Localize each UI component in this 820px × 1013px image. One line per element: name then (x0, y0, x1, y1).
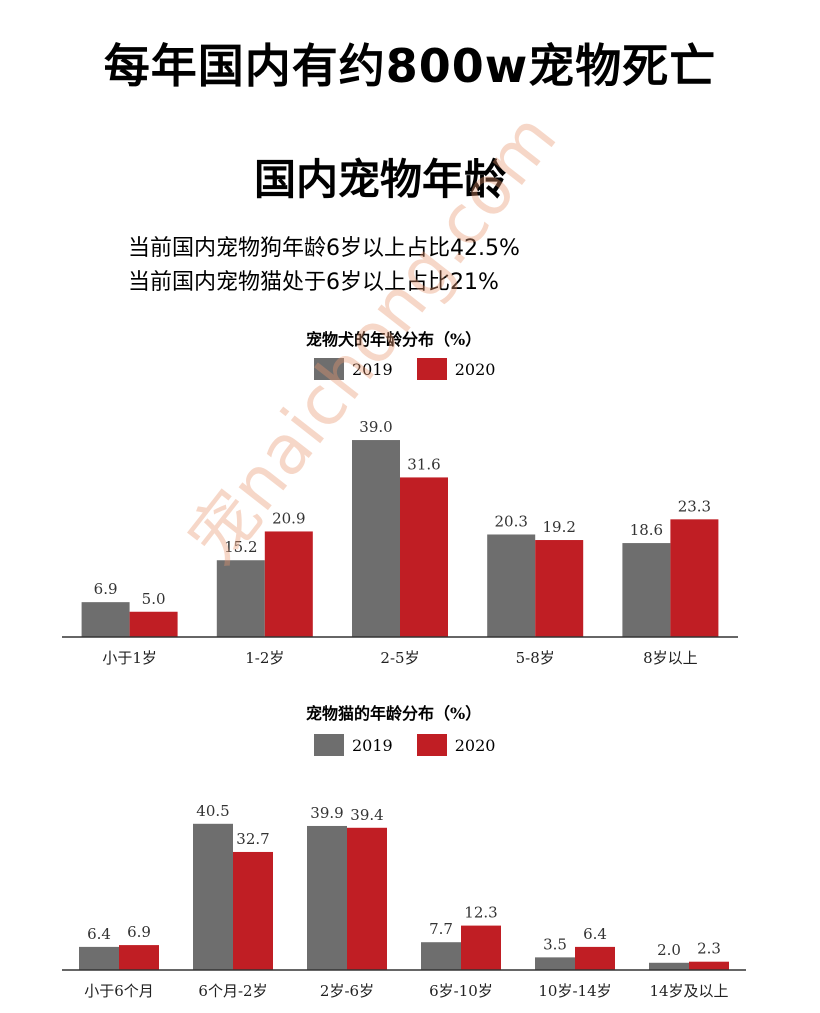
data-label-2019-4: 3.5 (543, 935, 567, 953)
legend-label-2019: 2019 (352, 735, 393, 755)
data-label-2020-4: 23.3 (678, 497, 711, 515)
category-label-0: 小于6个月 (84, 982, 154, 1000)
bar-2020-4 (575, 946, 615, 970)
legend-label-2019: 2019 (352, 359, 393, 379)
data-label-2019-3: 7.7 (429, 920, 453, 938)
category-label-3: 6岁-10岁 (429, 982, 493, 1000)
legend-item-2019: 2019 (314, 734, 393, 756)
bar-2020-2 (347, 827, 387, 970)
data-label-2019-5: 2.0 (657, 941, 681, 959)
dog-age-stat: 当前国内宠物狗年龄6岁以上占比42.5% (128, 236, 520, 261)
subheadline: 国内宠物年龄 (253, 155, 506, 204)
data-label-2020-4: 6.4 (583, 925, 607, 943)
legend-swatch-2019 (314, 734, 344, 756)
dog-age-chart: 6.9 5.0 小于1岁 15.2 20.9 1-2岁 39.0 31.6 2-5岁 20.3 19… (62, 418, 738, 667)
data-label-2020-0: 5.0 (142, 590, 166, 608)
bar-2019-1 (193, 823, 233, 970)
data-label-2020-0: 6.9 (127, 923, 151, 941)
data-label-2020-3: 19.2 (542, 518, 575, 536)
legend-item-2020: 2020 (416, 734, 496, 756)
category-label-4: 8岁以上 (643, 649, 698, 667)
legend-label-2020: 2020 (454, 735, 496, 755)
bar-2020-1 (264, 531, 313, 637)
data-label-2019-3: 20.3 (494, 512, 527, 530)
data-label-2020-1: 32.7 (236, 830, 269, 848)
category-label-4: 10岁-14岁 (538, 982, 611, 1000)
bar-2019-2 (307, 825, 347, 970)
cat-chart-legend: 2019 2020 (314, 734, 509, 756)
bar-2020-5 (689, 961, 729, 970)
data-label-2019-4: 18.6 (630, 521, 663, 539)
category-label-3: 5-8岁 (516, 649, 555, 667)
legend-item-2019: 2019 (314, 358, 393, 380)
category-label-1: 6个月-2岁 (198, 982, 267, 1000)
legend-swatch-2020 (416, 358, 447, 380)
data-label-2019-2: 39.9 (310, 804, 343, 822)
bar-2019-4 (535, 957, 575, 970)
bar-2019-2 (352, 440, 400, 637)
bar-2019-0 (79, 946, 119, 970)
data-label-2020-2: 31.6 (407, 455, 440, 473)
bar-2020-3 (461, 925, 501, 970)
cat-chart-title: 宠物猫的年龄分布（%） (306, 704, 482, 723)
category-label-0: 小于1岁 (102, 649, 157, 667)
bar-2019-3 (487, 534, 536, 637)
category-label-1: 1-2岁 (245, 649, 284, 667)
dog-chart-legend: 2019 2020 (314, 358, 509, 380)
bar-2020-0 (119, 945, 159, 970)
bar-2020-4 (670, 519, 719, 637)
legend-swatch-2019 (314, 358, 344, 380)
data-label-2019-0: 6.9 (94, 580, 118, 598)
data-label-2019-1: 15.2 (224, 538, 257, 556)
bar-2019-1 (216, 560, 265, 637)
bar-2019-5 (649, 962, 689, 970)
data-label-2019-1: 40.5 (196, 802, 229, 820)
bar-2020-2 (400, 477, 448, 637)
cat-age-chart: 6.4 6.9 小于6个月 40.5 32.7 6个月-2岁 39.9 39.4 2岁-6岁 7.… (62, 802, 746, 1000)
category-label-2: 2-5岁 (380, 649, 419, 667)
bar-2020-0 (129, 611, 178, 637)
data-label-2020-1: 20.9 (272, 509, 305, 527)
bar-2019-0 (81, 602, 130, 637)
data-label-2019-0: 6.4 (87, 925, 111, 943)
dog-chart-title: 宠物犬的年龄分布（%） (306, 330, 482, 349)
bar-2020-3 (535, 540, 584, 637)
bar-2020-1 (233, 851, 273, 970)
data-label-2019-2: 39.0 (359, 418, 392, 436)
data-label-2020-2: 39.4 (350, 806, 383, 824)
legend-item-2020: 2020 (416, 358, 496, 380)
category-label-2: 2岁-6岁 (320, 982, 374, 1000)
category-label-5: 14岁及以上 (649, 982, 728, 1000)
bar-2019-3 (421, 942, 461, 970)
data-label-2020-3: 12.3 (464, 904, 497, 922)
legend-label-2020: 2020 (454, 359, 496, 379)
bar-2019-4 (622, 543, 671, 637)
legend-swatch-2020 (416, 734, 447, 756)
data-label-2020-5: 2.3 (697, 940, 721, 958)
headline: 每年国内有约800w宠物死亡 (103, 39, 717, 93)
cat-age-stat: 当前国内宠物猫处于6岁以上占比21% (128, 270, 499, 295)
